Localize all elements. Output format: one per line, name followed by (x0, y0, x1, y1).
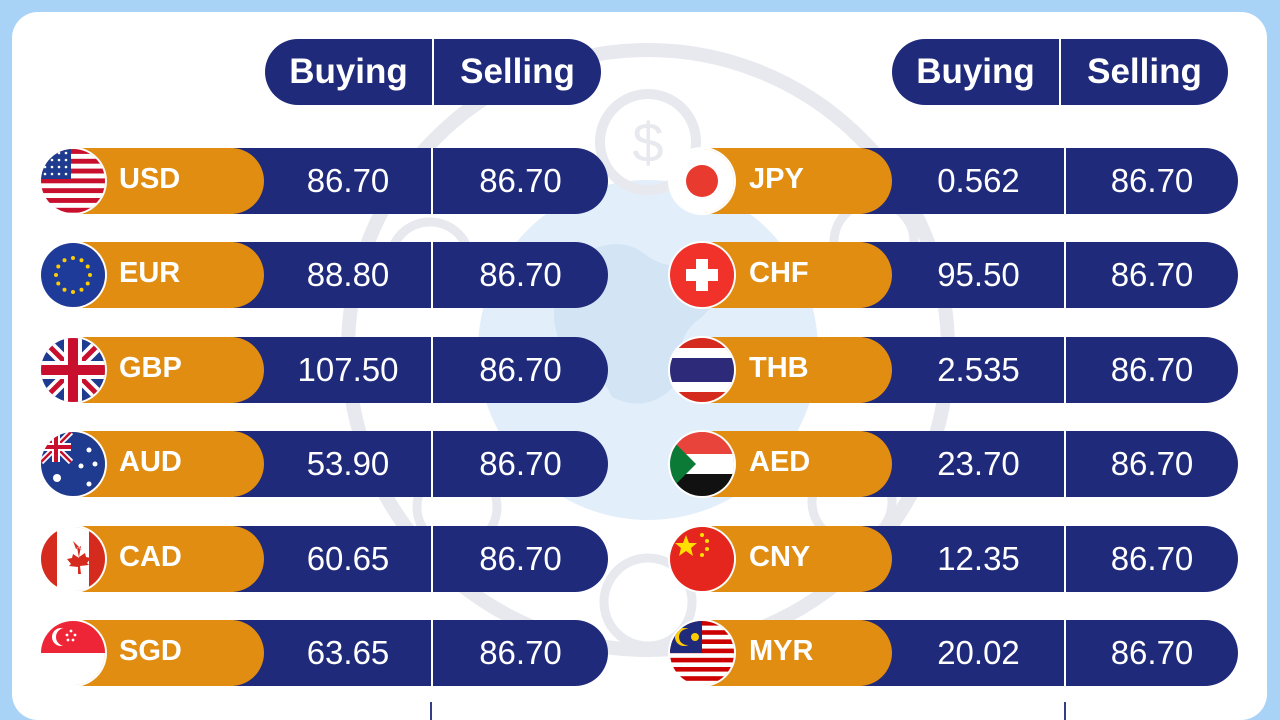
buying-rate: 63.65 (306, 634, 390, 671)
rate-bar: 2.535 86.70 (861, 336, 1238, 403)
thailand-flag-icon (670, 337, 734, 402)
rate-bar: 63.65 86.70 (233, 620, 608, 686)
left-buying-header: Buying (289, 52, 408, 91)
rate-bar: 88.80 86.70 (233, 242, 608, 309)
rate-bar: 86.70 86.70 (233, 148, 608, 214)
buying-rate: 86.70 (306, 162, 390, 199)
buying-rate: 88.80 (306, 256, 390, 294)
currency-code: EUR (119, 257, 181, 290)
buying-rate: 107.50 (297, 350, 399, 388)
right-buying-header: Buying (916, 52, 1035, 91)
rate-bar: 107.50 86.70 (233, 336, 608, 403)
currency-code: CNY (749, 540, 811, 573)
selling-rate: 86.70 (1064, 431, 1238, 498)
selling-rate: 86.70 (1064, 620, 1238, 686)
uk-flag-icon (41, 337, 105, 402)
selling-rate: 86.70 (431, 148, 608, 214)
currency-code: AUD (119, 446, 182, 479)
rate-bar: 23.70 86.70 (861, 431, 1238, 498)
uae-flag-icon (670, 432, 734, 497)
left-selling-header: Selling (432, 39, 601, 105)
buying-rate: 0.562 (937, 162, 1020, 199)
rates-card: $ Buying Selling 86.70 86.70 USD 88.80 86.70… (12, 12, 1267, 720)
selling-rate: 86.70 (431, 620, 608, 686)
currency-code: CAD (119, 540, 182, 573)
switzerland-flag-icon (670, 243, 734, 308)
currency-code: THB (749, 351, 809, 384)
right-selling-header: Selling (1059, 39, 1228, 105)
left-header: Buying Selling (265, 39, 601, 105)
rate-bar: 95.50 86.70 (861, 242, 1238, 309)
rate-bar: 60.65 86.70 (233, 525, 608, 592)
currency-code: CHF (749, 257, 809, 290)
us-flag-icon (41, 149, 105, 213)
svg-text:$: $ (632, 111, 663, 174)
malaysia-flag-icon (670, 621, 734, 685)
buying-rate: 23.70 (937, 445, 1020, 483)
selling-rate: 86.70 (431, 242, 608, 309)
selling-rate: 86.70 (1064, 148, 1238, 214)
selling-rate: 86.70 (1064, 242, 1238, 309)
china-flag-icon (670, 526, 734, 591)
currency-code: USD (119, 163, 181, 195)
singapore-flag-icon (41, 621, 105, 685)
buying-rate: 95.50 (937, 256, 1020, 294)
selling-rate: 86.70 (1064, 336, 1238, 403)
currency-code: JPY (749, 163, 804, 195)
selling-rate: 86.70 (1064, 525, 1238, 592)
selling-rate: 86.70 (431, 431, 608, 498)
currency-code: AED (749, 446, 811, 479)
buying-rate: 20.02 (937, 634, 1020, 671)
buying-rate: 60.65 (306, 539, 390, 577)
eu-flag-icon (41, 243, 105, 308)
currency-code: GBP (119, 351, 182, 384)
left-column-divider (430, 702, 432, 720)
rate-bar: 0.562 86.70 (861, 148, 1238, 214)
selling-rate: 86.70 (431, 525, 608, 592)
right-column-divider (1064, 702, 1066, 720)
rate-bar: 53.90 86.70 (233, 431, 608, 498)
buying-rate: 2.535 (937, 350, 1020, 388)
right-header: Buying Selling (892, 39, 1228, 105)
japan-flag-icon (670, 149, 734, 213)
currency-code: MYR (749, 635, 814, 667)
canada-flag-icon (41, 526, 105, 591)
currency-code: SGD (119, 635, 182, 667)
rate-bar: 12.35 86.70 (861, 525, 1238, 592)
australia-flag-icon (41, 432, 105, 497)
buying-rate: 12.35 (937, 539, 1020, 577)
rate-bar: 20.02 86.70 (861, 620, 1238, 686)
selling-rate: 86.70 (431, 336, 608, 403)
buying-rate: 53.90 (306, 445, 390, 483)
